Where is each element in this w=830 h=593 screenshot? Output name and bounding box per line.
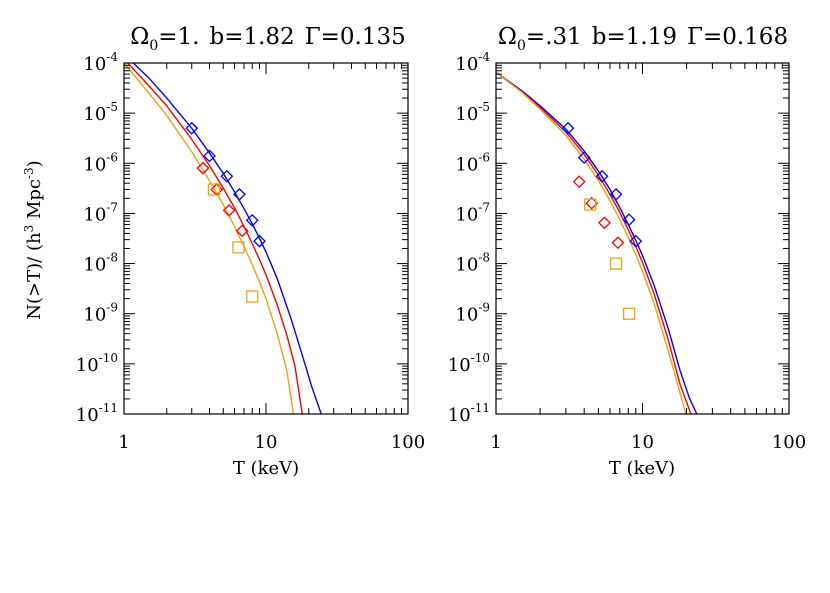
diamond-marker: [235, 224, 249, 238]
y-axis-title: N(>T)/ (h3 Mpc-3): [22, 160, 45, 319]
panel-right: Ω0=.31 b=1.19 Γ=0.168 1 10 100 10-4 10-5 10-6 10…: [448, 24, 806, 479]
diamond-marker: [622, 213, 636, 227]
square-marker: [622, 307, 636, 320]
panel-left-curve-1: [126, 63, 303, 414]
x-tick-label: 10: [631, 432, 654, 453]
y-tick-label: 10-8: [83, 251, 118, 276]
square-marker: [246, 290, 259, 303]
diamond-marker: [629, 234, 643, 248]
panel-right-title: Ω0=.31 b=1.19 Γ=0.168: [498, 24, 788, 54]
diamond-marker: [609, 187, 623, 201]
panel-left-tick-labels: 1 10 100 10-4 10-5 10-6 10-7 10-8 10-9 10-10 10-11: [76, 50, 425, 453]
y-tick-label: 10-4: [83, 50, 118, 75]
panel-right-frame: [495, 62, 790, 415]
diamond-marker: [611, 236, 625, 250]
diamond-marker: [577, 151, 591, 164]
panel-right-x-axis-title: T (keV): [609, 458, 675, 479]
square-marker: [609, 257, 623, 270]
y-tick-label: 10-5: [83, 100, 118, 125]
y-tick-label: 10-7: [455, 200, 490, 225]
panel-left: Ω0=1. b=1.82 Γ=0.135 1 10 100 10-4 10-5 10-6 10-…: [22, 24, 425, 479]
x-tick-label: 1: [118, 432, 129, 453]
square-marker: [232, 241, 245, 254]
panel-left-curves: [124, 63, 322, 414]
diamond-marker: [222, 203, 236, 217]
y-tick-label: 10-10: [76, 351, 118, 376]
panel-left-title: Ω0=1. b=1.82 Γ=0.135: [130, 24, 406, 54]
diamond-marker: [233, 187, 246, 201]
diamond-marker: [595, 169, 609, 183]
y-tick-label: 10-9: [83, 301, 118, 326]
y-tick-label: 10-6: [83, 150, 118, 175]
y-tick-label: 10-10: [448, 351, 490, 376]
panel-right-curve-2: [496, 71, 687, 414]
panel-right-ticks: [495, 62, 790, 415]
panel-right-curve-1: [496, 71, 692, 414]
y-tick-label: 10-7: [83, 200, 118, 225]
x-tick-label: 10: [255, 432, 278, 453]
square-marker: [584, 198, 597, 211]
diamond-marker: [598, 216, 611, 230]
x-tick-label: 100: [772, 432, 806, 453]
panel-right-points: [561, 121, 643, 320]
diamond-marker: [561, 121, 575, 135]
x-tick-label: 100: [391, 432, 425, 453]
y-tick-label: 10-11: [76, 401, 118, 426]
y-tick-label: 10-11: [448, 401, 490, 426]
panel-right-tick-labels: 1 10 100 10-4 10-5 10-6 10-7 10-8 10-9 10-10 10-11: [448, 50, 806, 453]
diamond-marker: [196, 161, 210, 175]
diamond-marker: [185, 121, 199, 135]
panel-right-curve-0: [496, 71, 698, 414]
y-tick-label: 10-9: [455, 301, 490, 326]
diamond-marker: [253, 234, 266, 248]
panel-right-curves: [496, 71, 698, 414]
y-tick-label: 10-8: [455, 251, 490, 276]
panel-left-frame: [123, 62, 409, 415]
panel-left-x-axis-title: T (keV): [233, 458, 299, 479]
square-marker: [207, 183, 221, 196]
y-tick-label: 10-4: [455, 50, 490, 75]
panel-left-ticks: [123, 62, 409, 415]
diamond-marker: [203, 149, 216, 163]
diamond-marker: [245, 213, 259, 227]
panel-left-curve-0: [132, 63, 322, 414]
y-tick-label: 10-6: [455, 150, 490, 175]
panel-left-curve-2: [124, 63, 295, 414]
y-tick-label: 10-5: [455, 100, 490, 125]
diamond-marker: [572, 175, 586, 189]
diamond-marker: [220, 169, 234, 183]
x-tick-label: 1: [490, 432, 501, 453]
panel-left-points: [185, 121, 266, 303]
